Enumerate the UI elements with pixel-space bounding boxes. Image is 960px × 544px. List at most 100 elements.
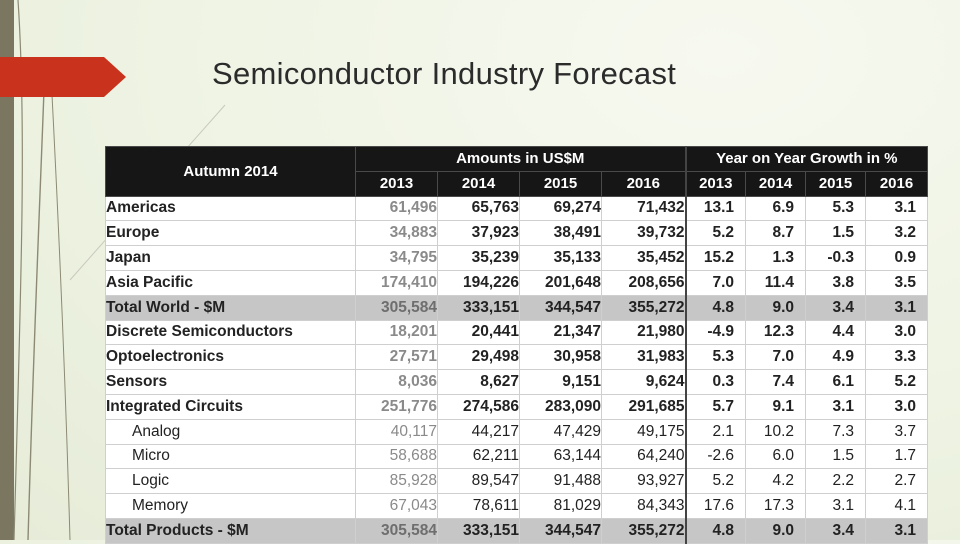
growth-cell-2013: -2.6 bbox=[684, 443, 747, 470]
amount-cell-2013: 251,776 bbox=[355, 393, 438, 420]
growth-cell-2016: 3.1 bbox=[865, 294, 929, 321]
growth-cell-2016: 0.9 bbox=[865, 245, 929, 271]
growth-cell-2014: 6.9 bbox=[745, 195, 807, 222]
table-row: Asia Pacific 174,410 194,226 201,648 208,656… bbox=[105, 269, 929, 296]
growth-cell-2014: 1.3 bbox=[745, 245, 807, 271]
table-row: Micro 58,688 62,211 63,144 64,240 -2.6 6.0 1.5 1… bbox=[105, 443, 929, 470]
amount-cell-2014: 89,547 bbox=[437, 468, 520, 495]
growth-cell-2015: 3.1 bbox=[805, 493, 867, 519]
growth-cell-2014: 10.2 bbox=[745, 418, 807, 445]
amount-cell-2015: 30,958 bbox=[519, 344, 602, 371]
row-label: Asia Pacific bbox=[105, 269, 356, 296]
page-title: Semiconductor Industry Forecast bbox=[212, 56, 677, 91]
amount-cell-2014: 8,627 bbox=[437, 369, 520, 395]
table-row: Logic 85,928 89,547 91,488 93,927 5.2 4.2 2.2 2.… bbox=[105, 468, 929, 495]
amount-year-header-2014: 2014 bbox=[437, 170, 520, 197]
growth-cell-2015: 5.3 bbox=[805, 195, 867, 222]
amount-cell-2013: 305,584 bbox=[355, 294, 438, 321]
amount-cell-2016: 21,980 bbox=[600, 319, 687, 346]
amount-cell-2016: 64,240 bbox=[600, 443, 687, 470]
amount-cell-2013: 8,036 bbox=[355, 369, 438, 395]
growth-cell-2016: 3.5 bbox=[865, 269, 929, 296]
growth-cell-2013: -4.9 bbox=[684, 319, 747, 346]
growth-cell-2015: 6.1 bbox=[805, 369, 867, 395]
growth-cell-2013: 5.2 bbox=[684, 220, 747, 247]
slide-left-bar bbox=[0, 0, 14, 540]
table-row: Total World - $M 305,584 333,151 344,547 355… bbox=[105, 294, 929, 321]
growth-cell-2013: 13.1 bbox=[684, 195, 747, 222]
amount-year-header-2016: 2016 bbox=[600, 170, 687, 197]
amount-cell-2015: 283,090 bbox=[519, 393, 602, 420]
amount-year-header-2015: 2015 bbox=[519, 170, 602, 197]
amount-cell-2013: 67,043 bbox=[355, 493, 438, 519]
growth-cell-2016: 3.0 bbox=[865, 393, 929, 420]
amount-cell-2015: 38,491 bbox=[519, 220, 602, 247]
growth-cell-2015: 4.4 bbox=[805, 319, 867, 346]
amount-cell-2014: 78,611 bbox=[437, 493, 520, 519]
table-row: Sensors 8,036 8,627 9,151 9,624 0.3 7.4 6.1 5.2 bbox=[105, 369, 929, 395]
year-header-row: 2013 2014 2015 2016 2013 2014 2015 2016 bbox=[106, 170, 929, 197]
table-body: Americas 61,496 65,763 69,274 71,432 13.1 6.9 5… bbox=[105, 195, 929, 544]
growth-year-header-2016: 2016 bbox=[865, 170, 929, 197]
growth-cell-2016: 3.7 bbox=[865, 418, 929, 445]
row-label: Japan bbox=[105, 245, 356, 271]
amount-cell-2014: 333,151 bbox=[437, 517, 520, 544]
amount-cell-2013: 174,410 bbox=[355, 269, 438, 296]
amount-cell-2013: 18,201 bbox=[355, 319, 438, 346]
table-row: Japan 34,795 35,239 35,133 35,452 15.2 1.3 -0.3… bbox=[105, 245, 929, 271]
amounts-group-header: Amounts in US$M bbox=[354, 146, 687, 172]
amount-cell-2013: 58,688 bbox=[355, 443, 438, 470]
amount-cell-2014: 37,923 bbox=[437, 220, 520, 247]
amount-cell-2014: 29,498 bbox=[437, 344, 520, 371]
growth-cell-2014: 6.0 bbox=[745, 443, 807, 470]
table-row: Optoelectronics 27,571 29,498 30,958 31,983 5… bbox=[105, 344, 929, 371]
row-label: Total Products - $M bbox=[105, 517, 356, 544]
amount-cell-2015: 21,347 bbox=[519, 319, 602, 346]
amount-cell-2015: 47,429 bbox=[519, 418, 602, 445]
amount-cell-2016: 39,732 bbox=[600, 220, 687, 247]
growth-cell-2013: 0.3 bbox=[684, 369, 747, 395]
amount-year-header-2013: 2013 bbox=[355, 170, 438, 197]
amount-cell-2016: 84,343 bbox=[600, 493, 687, 519]
amount-cell-2016: 355,272 bbox=[600, 294, 687, 321]
growth-cell-2013: 5.2 bbox=[684, 468, 747, 495]
growth-cell-2016: 3.1 bbox=[865, 195, 929, 222]
amount-cell-2014: 35,239 bbox=[437, 245, 520, 271]
amount-cell-2014: 20,441 bbox=[437, 319, 520, 346]
table-row: Integrated Circuits 251,776 274,586 283,090… bbox=[105, 393, 929, 420]
amount-cell-2015: 9,151 bbox=[519, 369, 602, 395]
growth-cell-2016: 1.7 bbox=[865, 443, 929, 470]
amount-cell-2013: 34,883 bbox=[355, 220, 438, 247]
growth-cell-2015: 7.3 bbox=[805, 418, 867, 445]
forecast-table: Autumn 2014 Amounts in US$M Year on Year… bbox=[105, 146, 929, 544]
growth-cell-2014: 7.4 bbox=[745, 369, 807, 395]
row-label: Total World - $M bbox=[105, 294, 356, 321]
row-label: Europe bbox=[105, 220, 356, 247]
amount-cell-2014: 62,211 bbox=[437, 443, 520, 470]
amount-cell-2016: 291,685 bbox=[600, 393, 687, 420]
amount-cell-2014: 194,226 bbox=[437, 269, 520, 296]
growth-cell-2015: 3.4 bbox=[805, 294, 867, 321]
amount-cell-2016: 355,272 bbox=[600, 517, 687, 544]
growth-cell-2013: 17.6 bbox=[684, 493, 747, 519]
growth-cell-2016: 3.1 bbox=[865, 517, 929, 544]
growth-cell-2016: 5.2 bbox=[865, 369, 929, 395]
amount-cell-2016: 71,432 bbox=[600, 195, 687, 222]
table-row: Americas 61,496 65,763 69,274 71,432 13.1 6.9 5… bbox=[105, 195, 929, 222]
amount-cell-2014: 333,151 bbox=[437, 294, 520, 321]
row-label: Sensors bbox=[105, 369, 356, 395]
growth-cell-2014: 9.1 bbox=[745, 393, 807, 420]
growth-cell-2014: 4.2 bbox=[745, 468, 807, 495]
growth-cell-2014: 9.0 bbox=[745, 517, 807, 544]
amount-cell-2013: 34,795 bbox=[355, 245, 438, 271]
amount-cell-2015: 91,488 bbox=[519, 468, 602, 495]
growth-cell-2016: 4.1 bbox=[865, 493, 929, 519]
amount-cell-2015: 63,144 bbox=[519, 443, 602, 470]
growth-cell-2013: 4.8 bbox=[684, 294, 747, 321]
amount-cell-2014: 65,763 bbox=[437, 195, 520, 222]
amount-cell-2013: 61,496 bbox=[355, 195, 438, 222]
growth-cell-2013: 2.1 bbox=[684, 418, 747, 445]
amount-cell-2015: 35,133 bbox=[519, 245, 602, 271]
amount-cell-2015: 69,274 bbox=[519, 195, 602, 222]
growth-cell-2015: 1.5 bbox=[805, 220, 867, 247]
